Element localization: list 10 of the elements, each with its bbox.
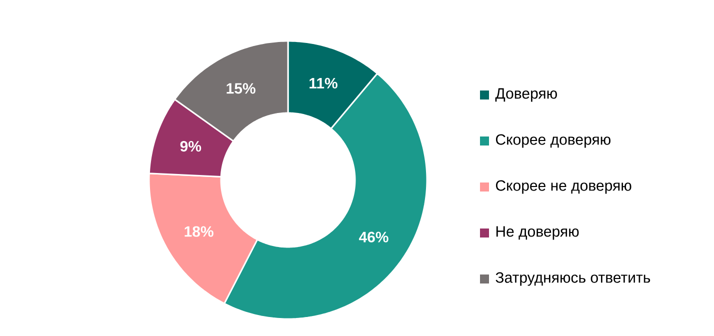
data-label: 18% <box>184 226 214 237</box>
data-label: 9% <box>180 141 202 152</box>
data-label: 46% <box>358 232 388 242</box>
data-label: 15% <box>226 83 256 94</box>
data-label: 11% <box>310 78 338 88</box>
legend-label: Скорее доверяю <box>496 134 610 148</box>
legend-label: Затрудняюсь ответить <box>496 272 650 286</box>
legend-label: Скорее не доверяю <box>496 180 632 194</box>
legend-label: Доверяю <box>495 88 557 102</box>
legend-label: Не доверяю <box>496 226 579 240</box>
